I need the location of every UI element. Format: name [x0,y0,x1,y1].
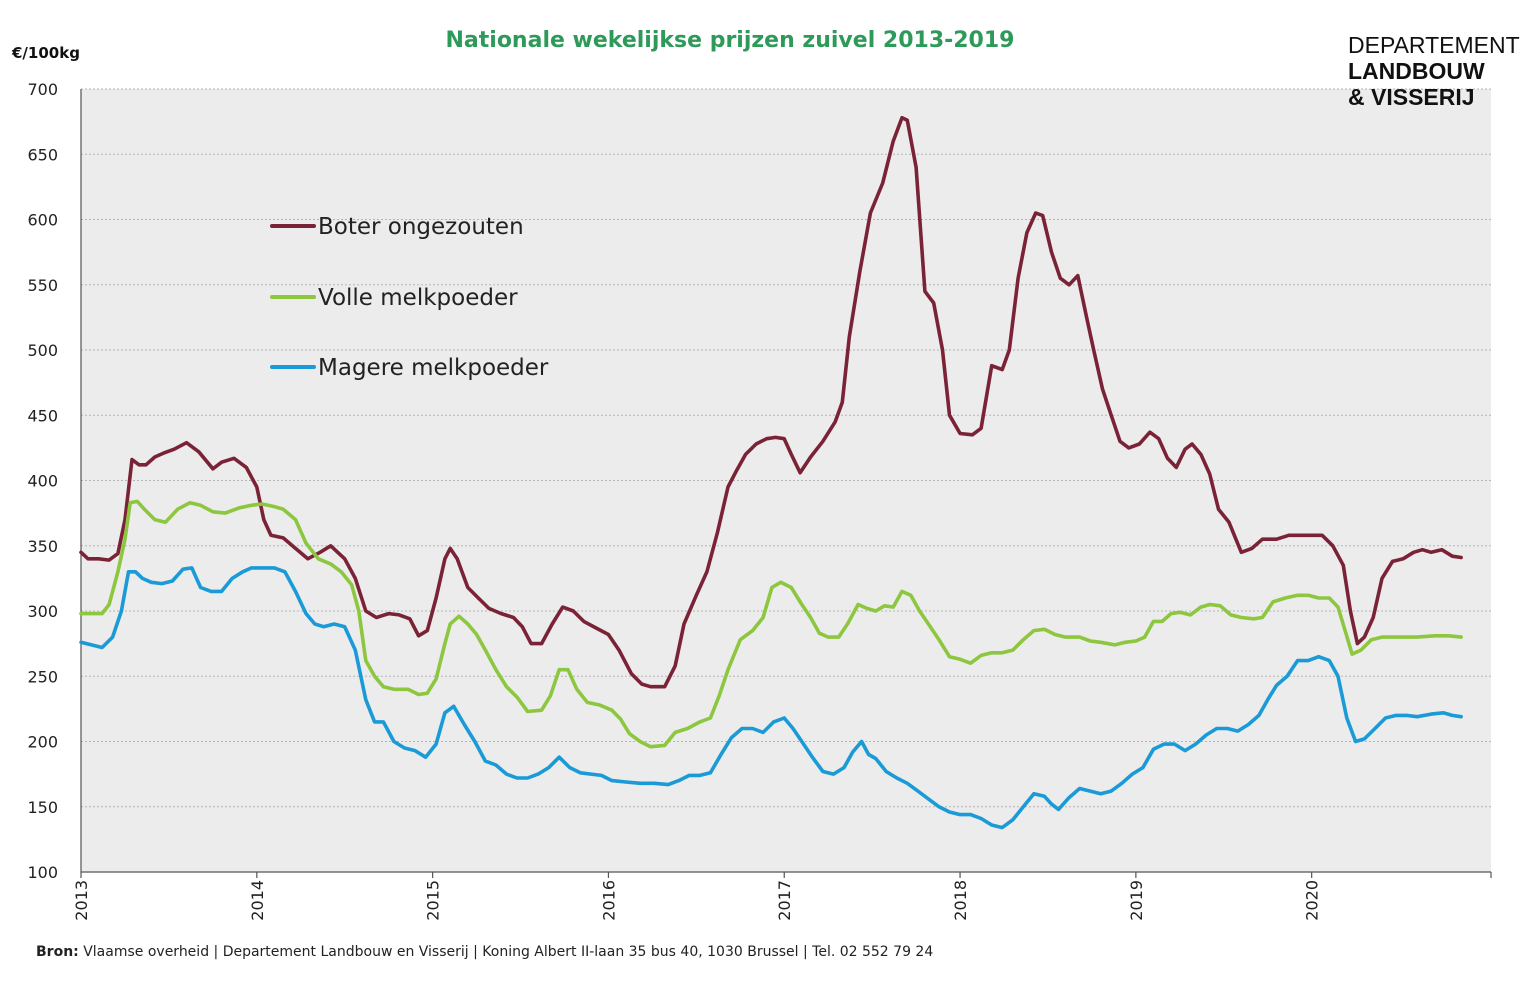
y-tick-label: 100 [27,863,58,882]
x-tick-label: 2019 [1127,880,1146,921]
legend-label-1: Boter ongezouten [318,214,524,240]
source-text: Vlaamse overheid | Departement Landbouw … [83,944,934,960]
department-logo: DEPARTEMENT LANDBOUW & VISSERIJ [1348,32,1520,110]
x-tick-label: 2016 [599,880,618,921]
y-tick-label: 450 [27,406,58,425]
logo-line-3: & VISSERIJ [1348,84,1475,110]
series-line-2 [79,499,1463,749]
y-tick-label: 500 [27,341,58,360]
y-tick-label: 600 [27,211,58,230]
logo-line-1: DEPARTEMENT [1348,32,1520,58]
y-tick-label: 550 [27,276,58,295]
legend-label-3: Magere melkpoeder [318,355,549,381]
y-axis-label: €/100kg [12,44,80,62]
legend-label-2: Volle melkpoeder [318,285,518,311]
x-tick-label: 2018 [951,880,970,921]
y-tick-label: 200 [27,733,58,752]
x-tick-label: 2014 [248,880,267,921]
y-tick-label: 350 [27,537,58,556]
source-note: Bron: Vlaamse overheid | Departement Lan… [36,944,933,960]
y-tick-label: 250 [27,667,58,686]
legend: Boter ongezouten Volle melkpoeder Magere m… [270,214,549,381]
logo-line-2: LANDBOUW [1348,58,1485,84]
series-line-3 [79,566,1463,830]
y-tick-label: 400 [27,472,58,491]
chart-title: Nationale wekelijkse prijzen zuivel 2013… [445,28,1015,53]
y-tick-label: 650 [27,145,58,164]
axes: 100 150 200 250 300 350 400 450 500 550 600 650 700 2… [27,80,1492,921]
y-tick-label: 700 [27,80,58,99]
y-tick-label: 150 [27,798,58,817]
series-lines [79,115,1463,830]
x-tick-label: 2020 [1303,880,1322,921]
x-tick-label: 2015 [424,880,443,921]
gridlines [81,88,1491,808]
x-tick-label: 2017 [775,880,794,921]
source-label: Bron: [36,944,79,960]
x-tick-label: 2013 [72,880,91,921]
y-tick-label: 300 [27,602,58,621]
